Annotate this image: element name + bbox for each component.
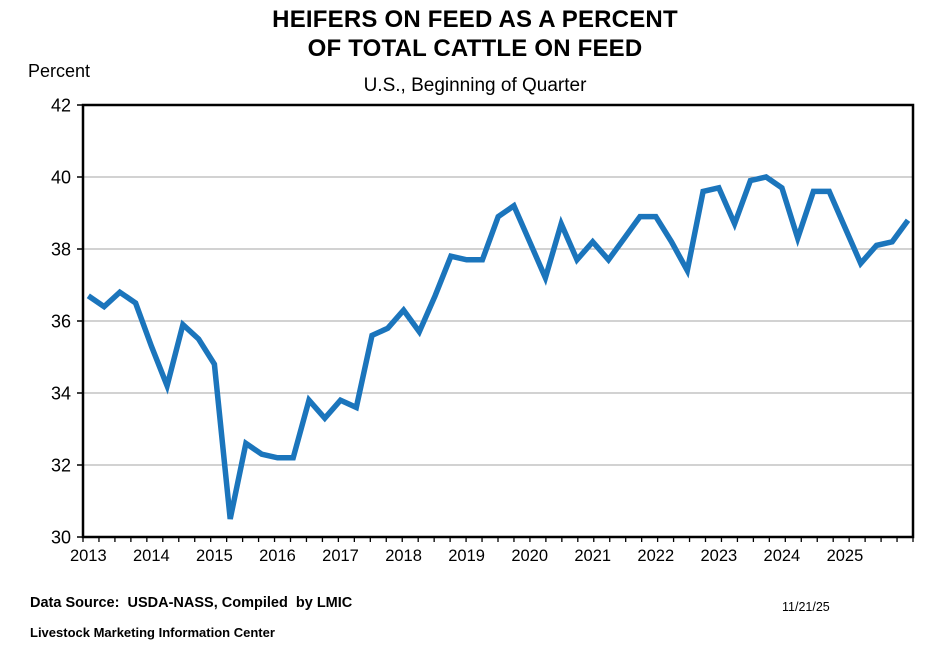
svg-text:2019: 2019 — [448, 547, 485, 565]
svg-text:2017: 2017 — [322, 547, 359, 565]
svg-text:2018: 2018 — [385, 547, 422, 565]
svg-text:42: 42 — [51, 96, 71, 116]
svg-text:40: 40 — [51, 168, 71, 188]
svg-text:2014: 2014 — [133, 547, 170, 565]
x-axis-labels: 2013 2014 2015 2016 2017 2018 2019 2020 2021 2022… — [70, 547, 863, 565]
y-axis-labels: 30 32 34 36 38 40 42 — [51, 96, 83, 548]
chart-title: HEIFERS ON FEED AS A PERCENT OF TOTAL CA… — [0, 5, 950, 64]
svg-text:2025: 2025 — [827, 547, 864, 565]
svg-text:2022: 2022 — [637, 547, 674, 565]
svg-text:2020: 2020 — [511, 547, 548, 565]
svg-text:2024: 2024 — [764, 547, 801, 565]
svg-text:2016: 2016 — [259, 547, 296, 565]
y-axis-unit-label: Percent — [28, 61, 91, 81]
svg-text:2021: 2021 — [574, 547, 611, 565]
x-axis-ticks — [82, 537, 914, 542]
svg-text:34: 34 — [51, 384, 71, 404]
organization-note: Livestock Marketing Information Center — [30, 625, 275, 640]
gridlines — [83, 176, 913, 466]
chart-title-line1: HEIFERS ON FEED AS A PERCENT — [272, 6, 678, 33]
svg-text:2013: 2013 — [70, 547, 107, 565]
svg-text:36: 36 — [51, 312, 71, 332]
chart-title-line2: OF TOTAL CATTLE ON FEED — [307, 35, 643, 63]
data-source-note: Data Source: USDA-NASS, Compiled by LMIC — [30, 595, 353, 611]
chart-subtitle: U.S., Beginning of Quarter — [363, 75, 587, 96]
svg-text:38: 38 — [51, 240, 71, 260]
svg-text:2023: 2023 — [700, 547, 737, 565]
svg-text:30: 30 — [51, 528, 71, 548]
heifers-percent-line — [86, 174, 911, 520]
report-date: 11/21/25 — [782, 600, 830, 614]
svg-text:32: 32 — [51, 456, 71, 476]
svg-text:2015: 2015 — [196, 547, 233, 565]
